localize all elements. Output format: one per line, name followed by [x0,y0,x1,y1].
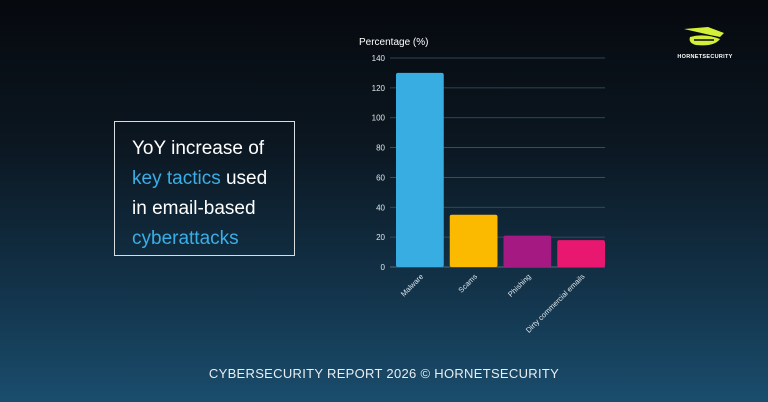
headline-highlight-2: cyberattacks [132,228,239,249]
y-tick-label: 80 [376,144,385,153]
x-tick-label: Phishing [506,272,533,299]
x-tick-label: Scams [456,272,479,295]
y-tick-label: 120 [372,84,386,93]
bar-dirty-commercial-emails [557,240,605,267]
headline-line-3: in email-based [132,198,256,219]
headline-box: YoY increase of key tactics used in emai… [114,121,295,256]
y-tick-label: 140 [372,54,386,63]
bar-phishing [503,235,552,267]
bar-chart: Percentage (%) 0 20 40 60 80 100 120 140 Malware S… [359,37,605,335]
y-tick-label: 40 [376,203,385,212]
headline-line-2: key tactics used [132,164,294,194]
logo-text: HORNETSECURITY [677,54,733,60]
x-tick-label: Dirty commercial emails [524,272,587,335]
logo: HORNETSECURITY [672,25,738,60]
bar-scams [449,214,498,267]
headline-text: used [220,168,268,189]
footer-text: CYBERSECURITY REPORT 2026 © HORNETSECURI… [208,366,560,381]
y-axis-label: Percentage (%) [359,37,428,48]
y-tick-label: 20 [376,233,385,242]
hornet-logo-icon [684,27,724,46]
bar-malware [396,72,444,267]
y-tick-label: 100 [372,114,386,123]
headline-line-1: YoY increase of [132,138,265,159]
y-tick-label: 60 [376,173,385,182]
y-tick-label: 0 [381,263,386,272]
headline-highlight-1: key tactics [132,168,221,189]
x-tick-label: Malware [399,272,425,298]
